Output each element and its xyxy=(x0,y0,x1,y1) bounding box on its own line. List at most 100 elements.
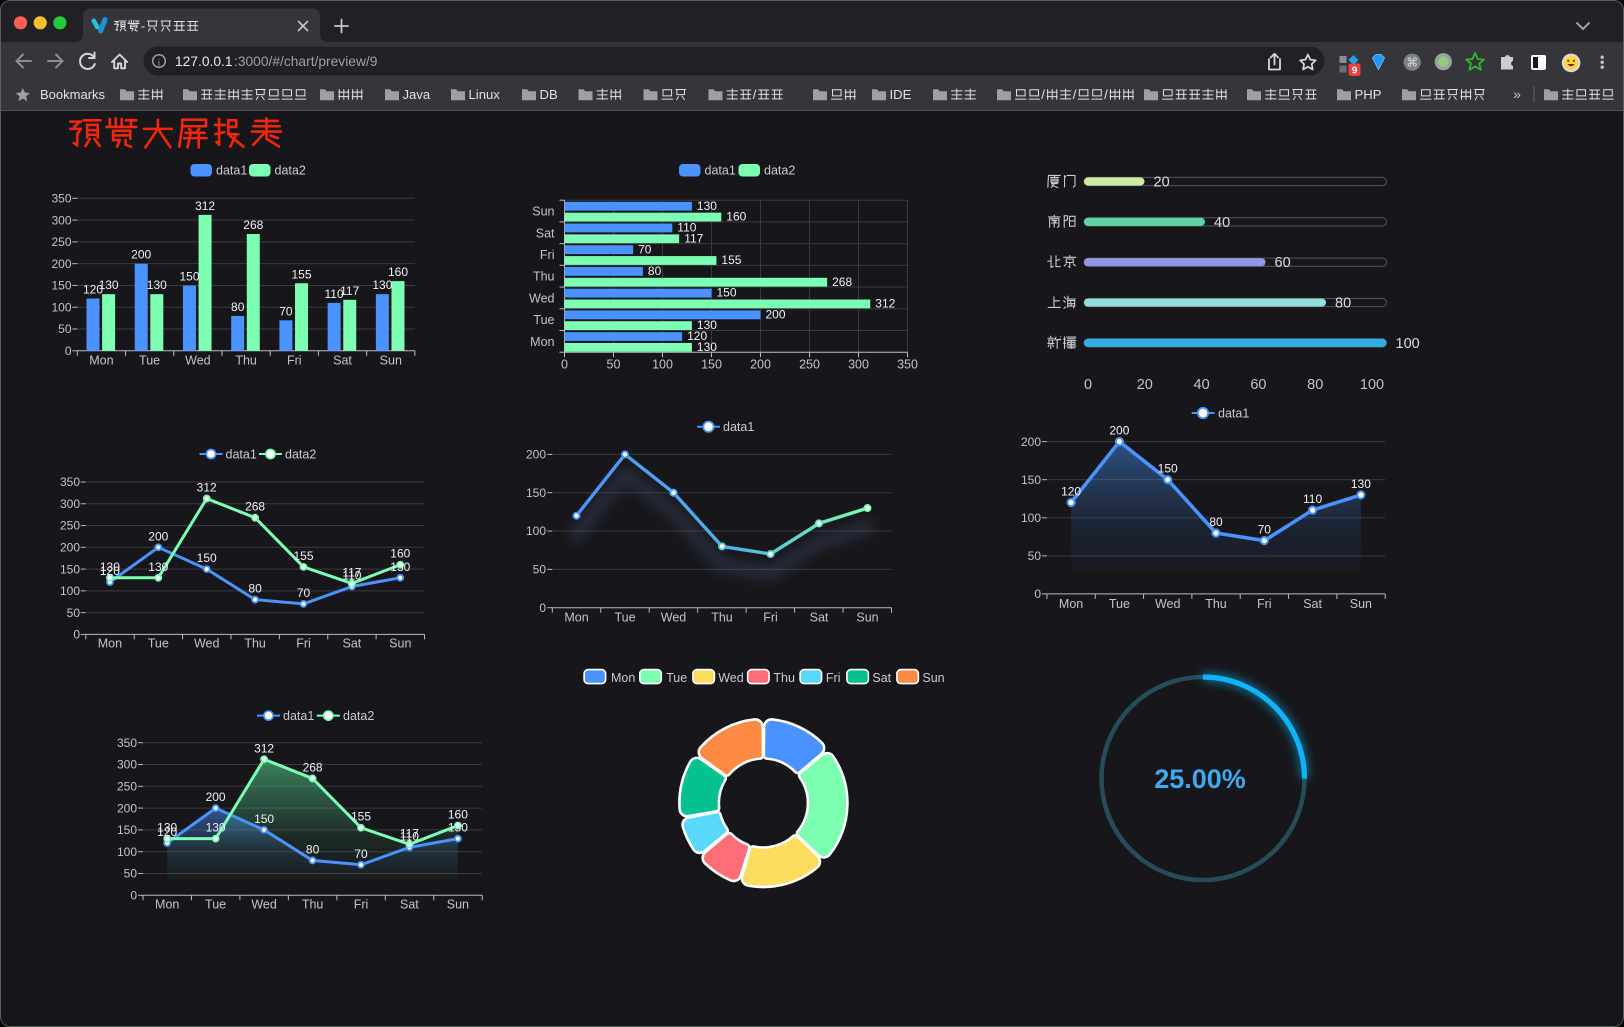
svg-text:250: 250 xyxy=(799,358,820,372)
svg-text:PHP: PHP xyxy=(1355,87,1382,102)
svg-text:60: 60 xyxy=(1275,255,1291,271)
svg-text:Fri: Fri xyxy=(826,671,841,685)
svg-text:50: 50 xyxy=(533,563,547,577)
svg-text:250: 250 xyxy=(117,780,137,794)
svg-text:80: 80 xyxy=(648,264,662,278)
svg-text:50: 50 xyxy=(67,606,81,620)
svg-text:Wed: Wed xyxy=(529,291,555,305)
svg-text:Bookmarks: Bookmarks xyxy=(40,87,106,102)
svg-text:80: 80 xyxy=(1209,515,1223,529)
svg-text:Tue: Tue xyxy=(666,671,687,685)
svg-text:80: 80 xyxy=(306,842,320,856)
svg-text:data2: data2 xyxy=(285,447,316,461)
svg-text:150: 150 xyxy=(60,562,80,576)
svg-text:Thu: Thu xyxy=(533,270,555,284)
svg-text:Java: Java xyxy=(403,87,431,102)
svg-text:Fri: Fri xyxy=(287,354,302,368)
svg-text:200: 200 xyxy=(206,790,226,804)
svg-text:Tue: Tue xyxy=(1109,597,1130,611)
svg-text:Tue: Tue xyxy=(205,898,226,912)
svg-text:200: 200 xyxy=(131,248,151,262)
svg-text:0: 0 xyxy=(1034,587,1041,601)
svg-text:200: 200 xyxy=(766,307,786,321)
svg-text:70: 70 xyxy=(638,242,652,256)
svg-text:Sat: Sat xyxy=(333,354,352,368)
svg-text:50: 50 xyxy=(124,867,138,881)
svg-text:200: 200 xyxy=(117,801,137,815)
svg-text:25.00%: 25.00% xyxy=(1154,764,1246,794)
svg-text:268: 268 xyxy=(245,500,265,514)
svg-text:100: 100 xyxy=(1396,336,1420,352)
svg-text:130: 130 xyxy=(206,821,226,835)
svg-text:80: 80 xyxy=(1335,296,1351,312)
svg-text:Tue: Tue xyxy=(139,354,160,368)
svg-text:80: 80 xyxy=(248,582,262,596)
svg-text:100: 100 xyxy=(60,584,80,598)
svg-text:60: 60 xyxy=(1250,377,1266,393)
svg-text:200: 200 xyxy=(148,529,168,543)
svg-text:i: i xyxy=(158,58,161,68)
svg-text:9: 9 xyxy=(1352,65,1358,76)
svg-text:0: 0 xyxy=(130,889,137,903)
svg-text:data1: data1 xyxy=(216,164,247,178)
svg-text::3000/#/chart/preview/9: :3000/#/chart/preview/9 xyxy=(234,54,378,69)
svg-text:150: 150 xyxy=(1158,462,1178,476)
svg-text:150: 150 xyxy=(717,286,737,300)
svg-text:Sat: Sat xyxy=(536,226,555,240)
svg-text:300: 300 xyxy=(848,358,869,372)
svg-text:100: 100 xyxy=(117,845,137,859)
svg-text:110: 110 xyxy=(342,569,361,583)
svg-text:Sun: Sun xyxy=(389,637,411,651)
svg-text:300: 300 xyxy=(60,497,80,511)
svg-text:130: 130 xyxy=(157,821,177,835)
svg-text:data1: data1 xyxy=(283,709,314,723)
svg-text:Sat: Sat xyxy=(343,637,362,651)
svg-text:Tue: Tue xyxy=(148,637,169,651)
svg-text:100: 100 xyxy=(652,358,673,372)
svg-text:155: 155 xyxy=(293,549,313,563)
svg-text:155: 155 xyxy=(291,267,311,281)
svg-text:Fri: Fri xyxy=(540,248,555,262)
svg-text:-: - xyxy=(141,19,145,34)
svg-text:250: 250 xyxy=(60,519,80,533)
svg-text:Wed: Wed xyxy=(194,637,220,651)
svg-text:350: 350 xyxy=(897,358,918,372)
svg-text:160: 160 xyxy=(726,210,746,224)
svg-text:data2: data2 xyxy=(275,164,306,178)
svg-text:/: / xyxy=(753,87,757,102)
svg-text:150: 150 xyxy=(526,486,546,500)
svg-text:268: 268 xyxy=(832,275,852,289)
svg-text:300: 300 xyxy=(51,213,71,227)
svg-text:data1: data1 xyxy=(226,447,257,461)
svg-text:Mon: Mon xyxy=(611,671,635,685)
svg-text:130: 130 xyxy=(448,821,468,835)
svg-text:Thu: Thu xyxy=(773,671,795,685)
svg-text:130: 130 xyxy=(1351,477,1371,491)
svg-text:Mon: Mon xyxy=(155,898,179,912)
svg-text:160: 160 xyxy=(390,547,410,561)
svg-text:Thu: Thu xyxy=(1205,597,1227,611)
svg-text:Sat: Sat xyxy=(1303,597,1322,611)
svg-text:130: 130 xyxy=(147,278,167,292)
svg-text:110: 110 xyxy=(1303,492,1322,506)
svg-text:Wed: Wed xyxy=(661,611,687,625)
svg-text:Thu: Thu xyxy=(235,354,257,368)
svg-text:117: 117 xyxy=(684,231,703,245)
svg-text:100: 100 xyxy=(1360,377,1384,393)
svg-text:130: 130 xyxy=(697,318,717,332)
svg-text:70: 70 xyxy=(279,304,293,318)
svg-text:117: 117 xyxy=(340,284,359,298)
svg-text:Mon: Mon xyxy=(1059,597,1083,611)
svg-text:data1: data1 xyxy=(1218,406,1249,420)
svg-text:IDE: IDE xyxy=(890,87,912,102)
svg-text:130: 130 xyxy=(99,278,119,292)
svg-text:150: 150 xyxy=(197,551,217,565)
svg-text:130: 130 xyxy=(697,199,717,213)
svg-text:350: 350 xyxy=(60,475,80,489)
svg-text:350: 350 xyxy=(51,192,71,206)
svg-text:117: 117 xyxy=(400,826,419,840)
svg-text:/: / xyxy=(1073,87,1077,102)
svg-text:80: 80 xyxy=(1307,377,1323,393)
svg-text:/: / xyxy=(1104,87,1108,102)
svg-text:70: 70 xyxy=(1258,523,1272,537)
